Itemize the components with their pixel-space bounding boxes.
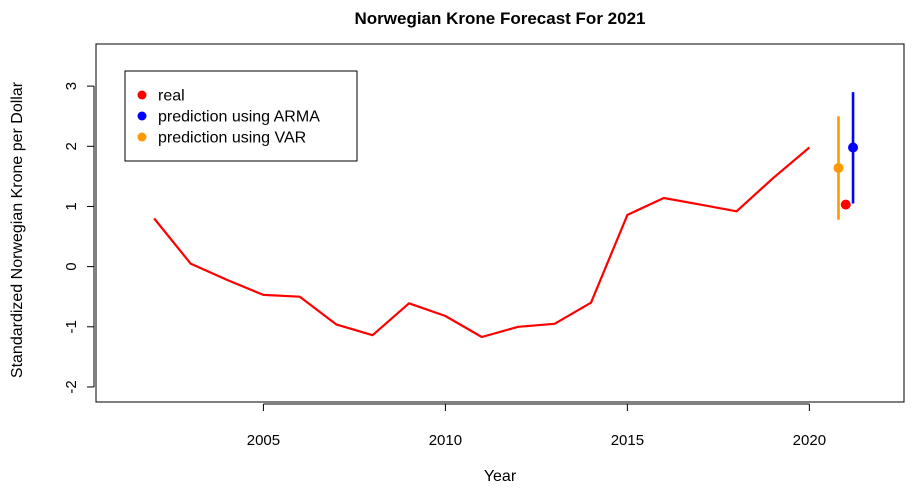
point-real bbox=[840, 199, 851, 210]
x-tick-label: 2005 bbox=[247, 432, 280, 449]
y-tick-label: 2 bbox=[63, 142, 80, 150]
chart-title: Norwegian Krone Forecast For 2021 bbox=[355, 9, 646, 28]
legend-marker bbox=[137, 111, 147, 121]
x-tick-label: 2020 bbox=[793, 432, 826, 449]
legend: real prediction using ARMA prediction usin… bbox=[124, 70, 358, 162]
x-axis-label: Year bbox=[484, 468, 517, 485]
y-tick-label: -2 bbox=[63, 380, 80, 393]
plot-frame bbox=[95, 43, 905, 403]
y-tick-label: 1 bbox=[63, 202, 80, 210]
y-axis: -2 -1 0 1 2 3 bbox=[63, 82, 95, 394]
legend-box bbox=[124, 70, 358, 162]
point-prediction-using-var bbox=[833, 162, 844, 173]
y-tick-label: -1 bbox=[63, 320, 80, 333]
prediction-points bbox=[833, 92, 859, 220]
point-prediction-using-arma bbox=[848, 142, 859, 153]
legend-label: prediction using ARMA bbox=[158, 109, 320, 126]
series-line-real bbox=[153, 146, 811, 339]
legend-marker bbox=[137, 132, 147, 142]
x-tick-label: 2010 bbox=[429, 432, 462, 449]
y-tick-label: 0 bbox=[63, 262, 80, 270]
x-axis: 2005 2010 2015 2020 bbox=[247, 403, 826, 449]
y-axis-label: Standardized Norwegian Krone per Dollar bbox=[9, 81, 26, 378]
series-layer bbox=[153, 146, 811, 339]
x-tick-label: 2015 bbox=[611, 432, 644, 449]
legend-label: prediction using VAR bbox=[158, 130, 306, 147]
legend-label: real bbox=[158, 88, 185, 105]
y-tick-label: 3 bbox=[63, 82, 80, 90]
legend-marker bbox=[137, 90, 147, 100]
